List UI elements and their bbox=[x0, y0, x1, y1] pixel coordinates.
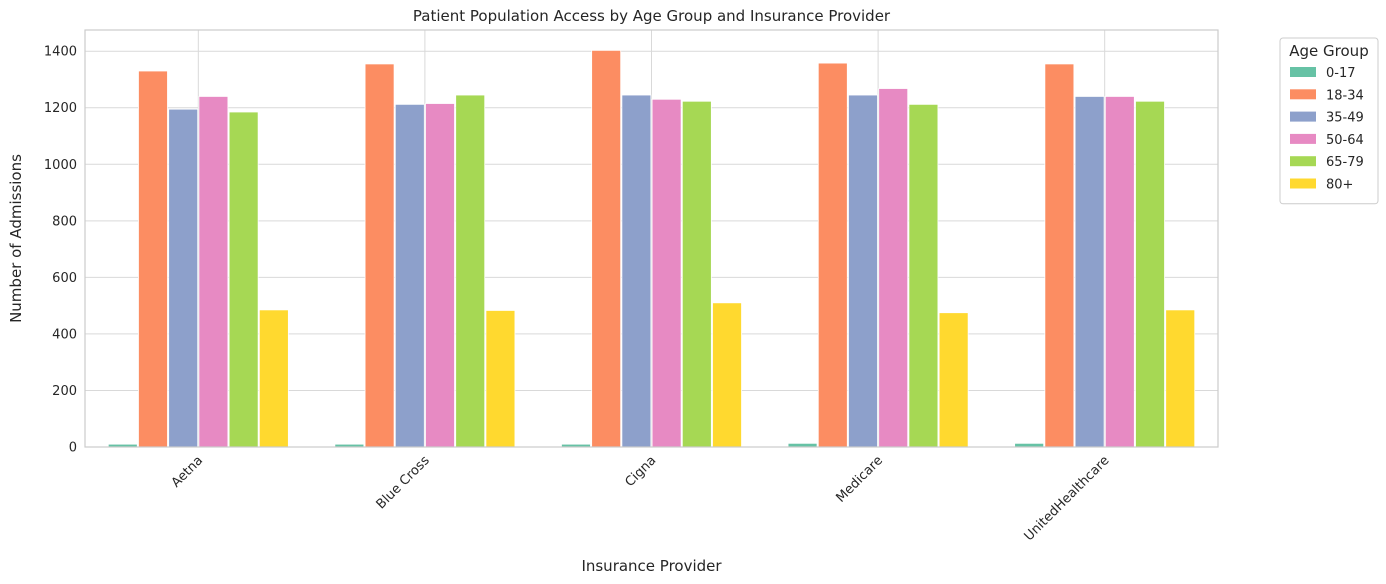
x-tick-labels: Aetna Blue Cross Cigna Medicare UnitedHealth… bbox=[169, 453, 1113, 544]
y-tick-label: 1400 bbox=[44, 45, 77, 60]
bar-18-34-blue-cross bbox=[364, 63, 395, 448]
legend-items: 0-17 18-34 35-49 50-64 65-79 80+ bbox=[1290, 66, 1364, 193]
y-tick-label: 0 bbox=[69, 441, 77, 456]
bar-35-49-blue-cross bbox=[394, 103, 425, 448]
x-axis-label: Insurance Provider bbox=[581, 557, 722, 575]
bar-35-49-unitedhealthcare bbox=[1074, 96, 1105, 448]
bar-50-64-aetna bbox=[198, 96, 229, 448]
x-tick-label: Blue Cross bbox=[374, 453, 433, 512]
legend-label: 0-17 bbox=[1326, 66, 1356, 81]
bar-35-49-aetna bbox=[168, 108, 199, 448]
legend-swatch bbox=[1290, 156, 1316, 167]
bar-18-34-aetna bbox=[138, 70, 168, 448]
bar-35-49-medicare bbox=[848, 94, 878, 448]
legend-swatch bbox=[1290, 67, 1316, 77]
legend-swatch bbox=[1290, 133, 1316, 144]
legend: Age Group 0-17 18-34 35-49 50-64 65-79 80+ bbox=[1279, 37, 1379, 205]
legend-swatch bbox=[1290, 178, 1316, 189]
legend-swatch bbox=[1290, 89, 1316, 100]
legend-label: 35-49 bbox=[1326, 111, 1364, 126]
plot-frame bbox=[84, 29, 1219, 448]
bar-80+-cigna bbox=[712, 302, 742, 448]
y-tick-labels: 0 200 400 600 800 1000 1200 1400 bbox=[44, 45, 77, 456]
bar-18-34-unitedhealthcare bbox=[1044, 63, 1075, 448]
bar-65-79-aetna bbox=[228, 111, 259, 448]
x-tick-label: UnitedHealthcare bbox=[1022, 453, 1113, 544]
legend-label: 50-64 bbox=[1326, 133, 1364, 148]
bar-65-79-medicare bbox=[908, 103, 939, 448]
y-tick-label: 1200 bbox=[44, 101, 77, 116]
bar-80+-unitedhealthcare bbox=[1165, 309, 1196, 448]
bar-35-49-cigna bbox=[621, 94, 652, 448]
legend-label: 80+ bbox=[1326, 178, 1353, 193]
bar-18-34-medicare bbox=[817, 62, 848, 448]
legend-label: 65-79 bbox=[1326, 155, 1364, 170]
y-tick-label: 600 bbox=[52, 271, 77, 286]
y-tick-label: 200 bbox=[52, 384, 77, 399]
bar-50-64-medicare bbox=[878, 88, 909, 448]
y-tick-label: 1000 bbox=[44, 158, 77, 173]
y-axis-label: Number of Admissions bbox=[7, 154, 25, 323]
bars bbox=[107, 49, 1196, 448]
bar-80+-aetna bbox=[258, 309, 289, 448]
chart-title: Patient Population Access by Age Group a… bbox=[413, 7, 891, 25]
bar-80+-medicare bbox=[938, 312, 969, 448]
bar-80+-blue-cross bbox=[485, 310, 516, 448]
bar-65-79-blue-cross bbox=[455, 94, 486, 448]
bar-50-64-blue-cross bbox=[425, 103, 455, 448]
legend-title: Age Group bbox=[1289, 42, 1368, 60]
x-tick-label: Medicare bbox=[833, 453, 886, 506]
bar-65-79-cigna bbox=[681, 100, 712, 448]
y-tick-label: 400 bbox=[52, 327, 77, 342]
x-tick-label: Cigna bbox=[622, 453, 659, 490]
x-tick-label: Aetna bbox=[169, 453, 206, 490]
y-tick-label: 800 bbox=[52, 214, 77, 229]
legend-swatch bbox=[1290, 111, 1316, 122]
bar-18-34-cigna bbox=[591, 49, 622, 448]
bar-65-79-unitedhealthcare bbox=[1135, 100, 1165, 448]
legend-label: 18-34 bbox=[1326, 88, 1364, 103]
bar-50-64-unitedhealthcare bbox=[1104, 96, 1135, 448]
bar-50-64-cigna bbox=[651, 98, 682, 448]
